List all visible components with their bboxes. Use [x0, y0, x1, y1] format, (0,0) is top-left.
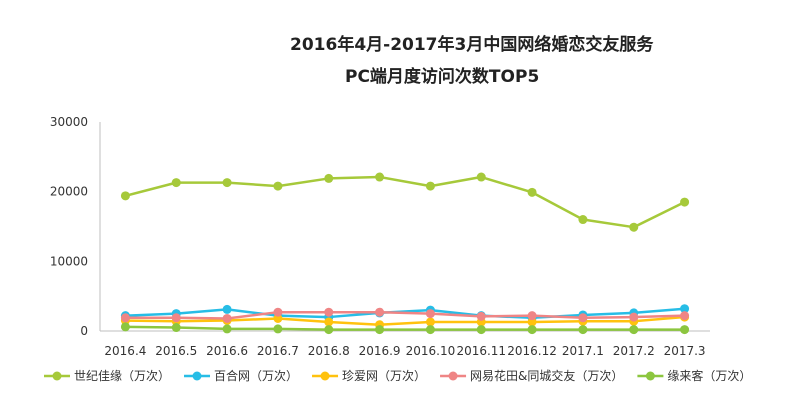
data-point: [680, 304, 690, 314]
series-line-4: [125, 325, 685, 331]
data-point: [222, 178, 232, 188]
data-point: [527, 317, 537, 327]
data-point: [476, 172, 486, 182]
data-point: [171, 323, 181, 333]
data-point: [324, 317, 334, 327]
y-tick-label: 20000: [50, 185, 88, 199]
chart-title-line2: PC端月度访问次数TOP5: [345, 67, 540, 87]
data-point: [476, 311, 486, 321]
x-tick-label: 2017.2: [613, 344, 655, 358]
y-tick-label: 30000: [50, 115, 88, 129]
x-tick-label: 2016.10: [406, 344, 456, 358]
data-point: [425, 309, 435, 319]
legend-label: 网易花田&同城交友（万次）: [470, 368, 623, 383]
legend-swatch-marker: [320, 371, 330, 381]
legend-label: 世纪佳缘（万次）: [74, 369, 170, 383]
data-point: [273, 307, 283, 317]
data-point: [120, 322, 130, 332]
data-point: [578, 325, 588, 335]
data-point: [222, 313, 232, 323]
data-point: [680, 311, 690, 321]
x-tick-label: 2016.5: [155, 344, 197, 358]
data-point: [425, 181, 435, 191]
x-tick-label: 2017.3: [664, 344, 706, 358]
y-tick-label: 10000: [50, 254, 88, 268]
x-tick-label: 2016.8: [308, 344, 350, 358]
x-tick-label: 2016.6: [206, 344, 248, 358]
x-tick-label: 2016.4: [104, 344, 146, 358]
legend-label: 缘来客（万次）: [667, 368, 751, 383]
legend-label: 珍爱网（万次）: [342, 369, 426, 383]
data-point: [324, 325, 334, 335]
legend-swatch-marker: [645, 371, 655, 381]
data-point: [324, 173, 334, 183]
data-point: [171, 178, 181, 188]
data-point: [171, 313, 181, 323]
series-line-2: [125, 315, 685, 326]
x-tick-label: 2016.7: [257, 344, 299, 358]
legend-swatch-marker: [52, 371, 62, 381]
data-point: [527, 311, 537, 321]
data-point: [120, 313, 130, 323]
x-tick-label: 2016.12: [507, 344, 557, 358]
legend-swatch-marker: [448, 371, 458, 381]
data-point: [680, 325, 690, 335]
data-point: [375, 172, 385, 182]
series-line-3: [125, 310, 685, 320]
data-point: [629, 222, 639, 232]
data-point: [375, 325, 385, 335]
data-point: [527, 187, 537, 197]
data-point: [476, 325, 486, 335]
x-tick-label: 2016.11: [456, 344, 506, 358]
data-point: [273, 324, 283, 334]
data-point: [629, 312, 639, 322]
chart-title-line1: 2016年4月-2017年3月中国网络婚恋交友服务: [290, 35, 654, 55]
data-point: [222, 304, 232, 314]
x-tick-label: 2017.1: [562, 344, 604, 358]
x-tick-label: 2016.9: [359, 344, 401, 358]
series-line-1: [125, 307, 685, 320]
data-point: [222, 324, 232, 334]
data-point: [425, 317, 435, 327]
series-line-0: [125, 175, 686, 229]
data-point: [120, 191, 130, 201]
data-point: [425, 325, 435, 335]
data-point: [273, 181, 283, 191]
data-point: [578, 313, 588, 323]
legend-swatch-marker: [192, 371, 202, 381]
legend-label: 百合网（万次）: [214, 368, 298, 383]
data-point: [578, 215, 588, 225]
data-point: [375, 307, 385, 317]
data-point: [324, 307, 334, 317]
data-point: [629, 325, 639, 335]
data-point: [273, 313, 283, 323]
data-point: [527, 325, 537, 335]
data-point: [680, 197, 690, 207]
y-tick-label: 0: [80, 324, 88, 338]
